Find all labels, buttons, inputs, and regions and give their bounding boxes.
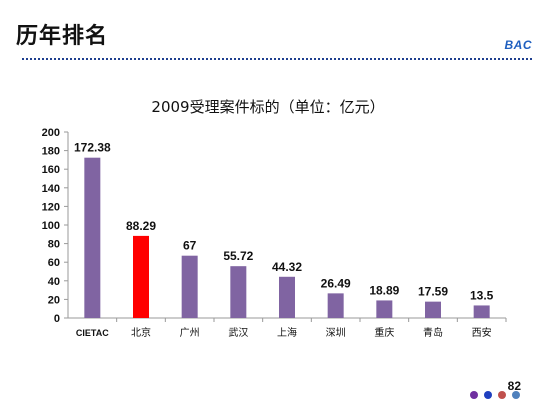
bar-0 <box>84 157 101 318</box>
data-label-3: 55.72 <box>223 249 253 263</box>
bar-8 <box>473 305 490 318</box>
y-tick-label: 100 <box>42 220 60 232</box>
bar-5 <box>327 293 344 318</box>
bar-3 <box>230 266 247 318</box>
slide-title: 历年排名 <box>16 24 109 49</box>
category-label-7: 青岛 <box>423 326 443 339</box>
y-tick-label: 160 <box>42 164 60 176</box>
bar-4 <box>279 276 295 318</box>
chart-labels: 172.38 CIETAC 88.29 北京 67 广州 55.72 武汉 44.32 上海 26.… <box>74 141 494 339</box>
nav-dot-lightblue[interactable] <box>512 391 520 399</box>
data-label-7: 17.59 <box>418 285 448 299</box>
bar-1 <box>133 235 149 318</box>
y-tick-label: 80 <box>48 239 60 251</box>
y-tick-label: 60 <box>48 257 60 269</box>
y-tick-label: 120 <box>42 201 60 213</box>
category-label-8: 西安 <box>472 326 492 339</box>
chart-bars <box>84 157 490 318</box>
category-label-3: 武汉 <box>228 326 248 339</box>
data-label-2: 67 <box>183 239 197 253</box>
bar-2 <box>181 255 198 318</box>
data-label-5: 26.49 <box>321 276 351 290</box>
data-label-6: 18.89 <box>369 283 399 297</box>
y-tick-label: 0 <box>54 313 60 325</box>
chart-title: 2009受理案件标的（单位：亿元） <box>151 98 384 116</box>
y-tick-label: 40 <box>48 276 60 288</box>
page-number: 82 <box>507 379 521 393</box>
y-tick-label: 180 <box>42 146 60 158</box>
data-label-0: 172.38 <box>74 141 111 155</box>
category-label-4: 上海 <box>277 326 297 339</box>
chart-axes: 0 20 40 60 80 100 120 140 160 180 200 <box>42 127 507 325</box>
bar-7 <box>425 301 441 318</box>
data-label-8: 13.5 <box>470 288 494 302</box>
nav-dot-red[interactable] <box>498 391 506 399</box>
category-label-5: 深圳 <box>326 327 346 339</box>
category-label-6: 重庆 <box>374 326 394 339</box>
title-divider <box>22 58 532 60</box>
category-label-0: CIETAC <box>76 328 109 338</box>
brand-logo: BAC <box>504 38 532 52</box>
y-tick-label: 20 <box>48 294 60 306</box>
category-label-1: 北京 <box>131 326 151 339</box>
category-label-2: 广州 <box>180 327 200 339</box>
y-tick-label: 200 <box>42 127 60 139</box>
nav-dot-purple[interactable] <box>470 391 478 399</box>
bar-6 <box>376 300 393 318</box>
data-label-1: 88.29 <box>126 219 156 233</box>
nav-dot-blue[interactable] <box>484 391 492 399</box>
data-label-4: 44.32 <box>272 260 302 274</box>
y-tick-label: 140 <box>42 183 60 195</box>
